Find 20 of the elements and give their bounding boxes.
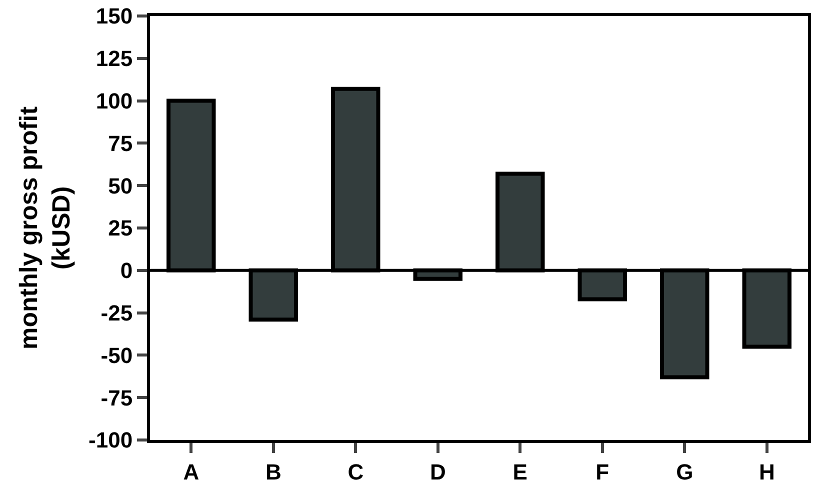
y-tick-label: -75	[100, 385, 133, 410]
y-tick-label: 75	[108, 130, 133, 156]
x-tick-label: F	[596, 459, 610, 484]
x-tick-label: D	[430, 459, 446, 484]
y-axis-title: monthly gross profit (kUSD)	[14, 106, 76, 350]
y-tick-label: -25	[100, 300, 133, 326]
y-tick-label: 150	[96, 4, 133, 29]
x-tick-label: C	[348, 459, 364, 484]
x-tick-label: A	[183, 459, 200, 484]
y-tick-label: 0	[120, 258, 133, 284]
x-tick-label: G	[676, 459, 694, 484]
y-tick-label: 100	[96, 88, 133, 114]
y-tick-label: 50	[108, 173, 133, 198]
x-tick-label: H	[758, 459, 775, 484]
y-tick-label: 125	[96, 46, 133, 72]
y-tick-label: -100	[88, 428, 133, 453]
y-tick-label: 25	[108, 216, 133, 241]
x-tick-label: B	[265, 459, 282, 484]
y-tick-label: -50	[100, 342, 133, 368]
x-tick-label: E	[512, 459, 528, 484]
